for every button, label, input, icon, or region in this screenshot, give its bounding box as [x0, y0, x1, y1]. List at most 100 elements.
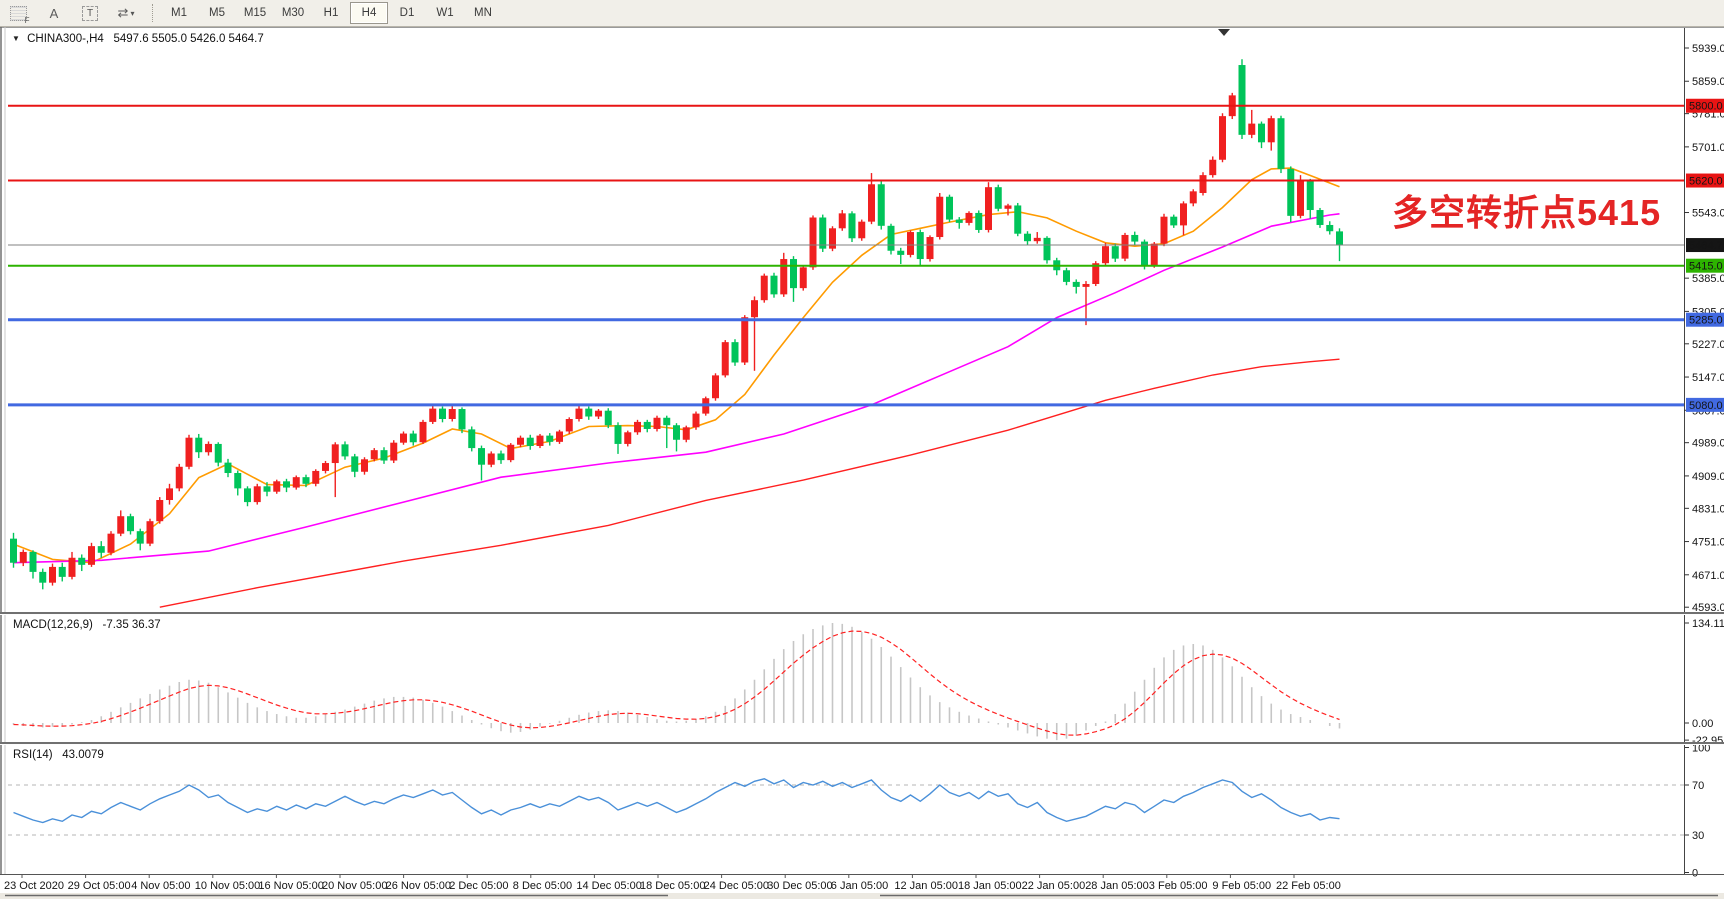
price-annotation-text[interactable]: 多空转折点5415: [1392, 192, 1662, 233]
candle-up: [517, 437, 524, 445]
time-tick-label: 28 Jan 05:00: [1085, 880, 1149, 892]
timeframe-button-M15[interactable]: M15: [243, 7, 267, 19]
candle-down: [1170, 216, 1178, 226]
candle-down: [263, 486, 271, 492]
candle-down: [136, 531, 144, 544]
timeframe-button-H4[interactable]: H4: [350, 2, 388, 24]
candle-up: [205, 443, 212, 453]
candle-up: [1297, 181, 1304, 216]
candle-down: [819, 217, 827, 249]
candle-up: [49, 566, 56, 583]
time-tick-label: 8 Dec 05:00: [513, 880, 572, 892]
candle-up: [653, 417, 661, 429]
candle-up: [907, 232, 914, 255]
candle-down: [1111, 246, 1119, 259]
price-tick-label: 4593.0: [1692, 602, 1724, 614]
candle-down: [439, 408, 446, 419]
candle-down: [1131, 234, 1139, 242]
macd-signal-line: [13, 630, 1340, 736]
candle-down: [58, 566, 66, 577]
price-badge: [1686, 397, 1724, 412]
candle-up: [595, 410, 602, 417]
letter-a-icon: A: [49, 5, 59, 21]
time-tick-label: 16 Nov 05:00: [258, 880, 323, 892]
candle-up: [156, 500, 164, 522]
candle-down: [1306, 181, 1314, 211]
candle-down: [887, 225, 895, 251]
candle-up: [624, 432, 632, 444]
candle-down: [10, 538, 17, 563]
candle-up: [799, 267, 807, 289]
candle-down: [351, 456, 359, 472]
fast-ma-orange-line[interactable]: [13, 167, 1340, 564]
candle-down: [1326, 224, 1334, 232]
rsi-panel: 100 70 30 0: [8, 743, 1710, 880]
draw-tools-button[interactable]: ⇄ ▾: [109, 2, 143, 24]
price-tick-label: 5227.0: [1692, 339, 1724, 351]
bottom-strip: [0, 893, 1724, 899]
candle-down: [790, 259, 797, 289]
candle-down: [546, 435, 554, 442]
candle-down: [97, 546, 105, 553]
candle-up: [985, 187, 992, 230]
time-tick-label: 23 Oct 2020: [4, 880, 64, 892]
candle-up: [419, 421, 427, 443]
time-axis: 23 Oct 2020 29 Oct 05:00 4 Nov 05:00 10 Nov…: [4, 874, 1341, 892]
slow-ma-red-line[interactable]: [159, 358, 1340, 608]
timeframe-button-M1[interactable]: M1: [171, 7, 187, 19]
candle-up: [1082, 283, 1090, 287]
time-tick-label: 6 Jan 05:00: [831, 880, 889, 892]
candle-up: [166, 488, 173, 501]
candle-up: [253, 486, 261, 503]
candle-up: [390, 442, 398, 461]
candle-down: [975, 212, 983, 230]
candle-up: [741, 317, 749, 363]
timeframe-button-D1[interactable]: D1: [399, 7, 415, 19]
candle-down: [643, 421, 651, 429]
candle-down: [955, 219, 963, 223]
candle-down: [244, 488, 251, 503]
candle-up: [926, 237, 934, 260]
price-tick-label: 5701.0: [1692, 142, 1724, 154]
timeframe-button-MN[interactable]: MN: [474, 7, 492, 19]
text-box-button[interactable]: T: [73, 2, 107, 24]
collapse-triangle-icon[interactable]: ▼: [12, 34, 20, 43]
candle-down: [673, 425, 680, 440]
candle-up: [1150, 243, 1158, 266]
price-badge: [1686, 173, 1724, 188]
indicator-list-button[interactable]: F: [1, 2, 35, 25]
rsi-current-value: 43.0079: [62, 749, 104, 761]
time-tick-label: 29 Oct 05:00: [68, 880, 131, 892]
price-badge-label: 5464.7: [1689, 240, 1723, 252]
candle-down: [1024, 233, 1031, 242]
candle-down: [1063, 270, 1070, 282]
candle-down: [78, 557, 86, 565]
timeframe-button-M5[interactable]: M5: [209, 7, 225, 19]
candle-down: [468, 429, 476, 449]
candle-up: [1121, 234, 1129, 259]
candle-up: [322, 463, 329, 471]
time-tick-label: 24 Dec 05:00: [704, 880, 769, 892]
candle-up: [712, 375, 719, 399]
price-panel: [8, 29, 1684, 608]
indicator-grid-icon: F: [9, 5, 30, 25]
candle-down: [127, 516, 134, 532]
price-tick-label: 4909.0: [1692, 471, 1724, 483]
price-tick-label: 5543.0: [1692, 208, 1724, 220]
timeframe-button-M30[interactable]: M30: [281, 7, 305, 19]
macd-tick-label: 0.00: [1692, 718, 1713, 730]
candle-down: [341, 444, 349, 457]
candle-up: [107, 533, 115, 553]
timeframe-button-H1[interactable]: H1: [323, 7, 339, 19]
time-tick-label: 4 Nov 05:00: [131, 880, 190, 892]
rsi-label: RSI(14) 43.0079: [13, 749, 104, 761]
dropdown-caret-icon: ▾: [130, 8, 135, 18]
candle-up: [1092, 263, 1100, 284]
timeframe-group: M1 M5 M15 M30 H1 H4 D1 W1 MN: [160, 2, 502, 24]
timeframe-button-W1[interactable]: W1: [436, 7, 454, 19]
shift-marker-icon[interactable]: [1218, 29, 1230, 36]
text-label-button[interactable]: A: [37, 2, 71, 24]
candle-up: [556, 431, 563, 442]
time-tick-label: 26 Nov 05:00: [386, 880, 451, 892]
